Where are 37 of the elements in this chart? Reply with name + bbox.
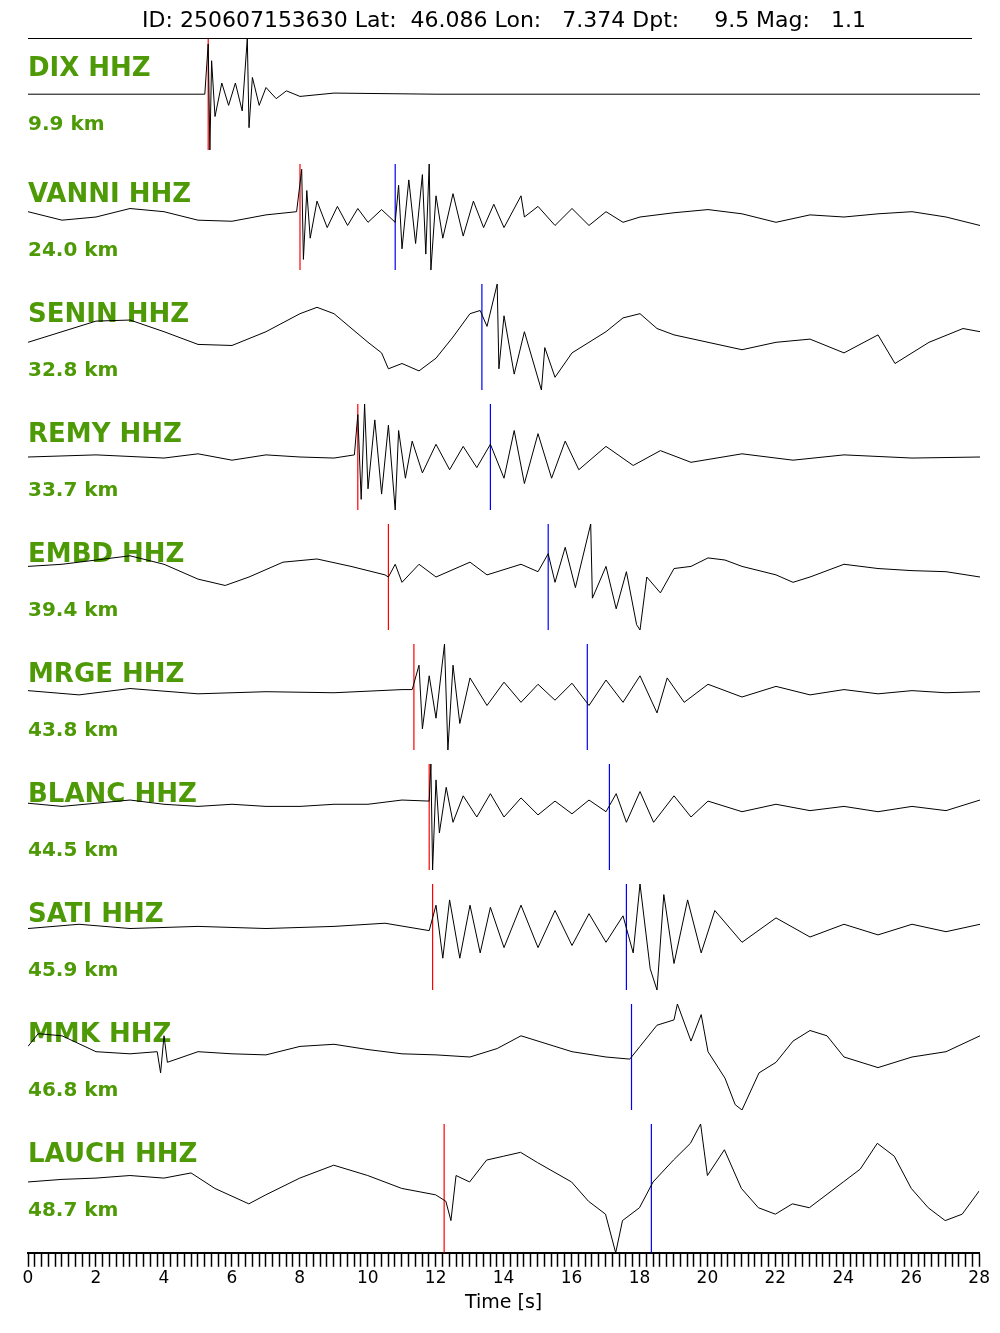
annotation: 24.0 km (28, 237, 119, 261)
annotation: SENIN HHZ (28, 298, 190, 328)
annotation: 9.9 km (28, 111, 105, 136)
x-tick-label: 0 (22, 1267, 34, 1288)
x-tick-label: 26 (900, 1267, 923, 1288)
annotation: MMK HHZ (28, 1018, 172, 1048)
annotation: 48.7 km (28, 1197, 119, 1221)
annotation: 46.8 km (28, 1077, 119, 1101)
annotation: 45.9 km (28, 957, 119, 981)
x-tick-label: 20 (696, 1267, 719, 1288)
annotation: 44.5 km (28, 837, 119, 861)
x-tick-label: 28 (968, 1267, 990, 1288)
x-tick-label: 10 (356, 1267, 379, 1288)
annotation: SATI HHZ (28, 898, 164, 928)
annotation: 33.7 km (28, 477, 119, 501)
x-tick-label: 2 (90, 1267, 102, 1288)
annotation: DIX HHZ (28, 52, 151, 83)
annotation: 32.8 km (28, 357, 119, 381)
x-tick-label: 24 (832, 1267, 855, 1288)
x-axis-title: Time [s] (463, 1289, 543, 1312)
x-tick-label: 16 (560, 1267, 583, 1288)
x-tick-label: 6 (226, 1267, 238, 1288)
chart-title: ID: 250607153630 Lat: 46.086 Lon: 7.374 Dpt: 9.5 Mag: 1.1 (142, 6, 866, 32)
x-tick-label: 22 (764, 1267, 787, 1288)
x-tick-label: 8 (294, 1267, 306, 1288)
annotation: BLANC HHZ (28, 778, 197, 808)
annotation: MRGE HHZ (28, 658, 185, 688)
annotation: 39.4 km (28, 597, 119, 621)
x-tick-label: 12 (424, 1267, 447, 1288)
annotation: LAUCH HHZ (28, 1138, 198, 1168)
annotation: EMBD HHZ (28, 538, 185, 568)
x-tick-label: 18 (628, 1267, 651, 1288)
x-tick-label: 4 (158, 1267, 170, 1288)
annotation: REMY HHZ (28, 418, 182, 448)
annotation: 43.8 km (28, 717, 119, 741)
x-tick-label: 14 (492, 1267, 515, 1288)
annotation: VANNI HHZ (28, 178, 192, 208)
